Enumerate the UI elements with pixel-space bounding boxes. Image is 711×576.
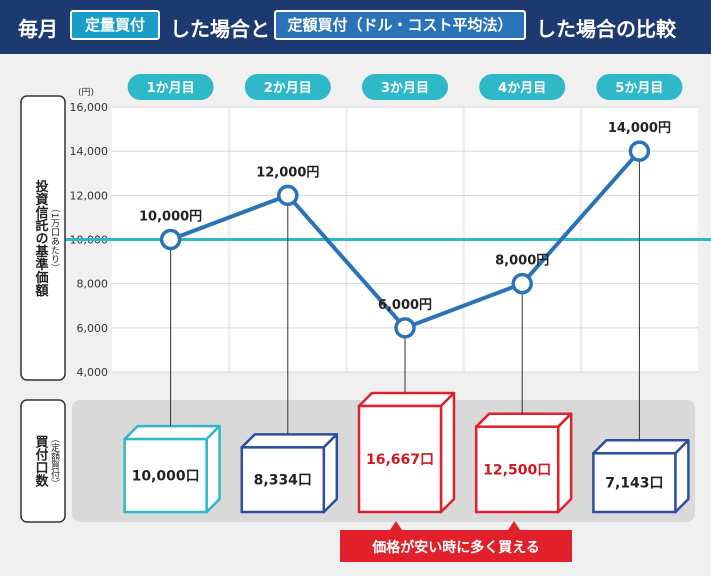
title-middle: した場合と bbox=[170, 17, 270, 41]
y-tick-label: 6,000 bbox=[77, 322, 109, 335]
category-label: 1か月目 bbox=[147, 81, 195, 96]
units-label-value: 10,000口 bbox=[132, 469, 200, 485]
box-front bbox=[592, 452, 677, 514]
title-fixed-quantity-tag: 定量買付 bbox=[70, 10, 160, 40]
category-label: 2か月目 bbox=[264, 81, 312, 96]
category-label: 4か月目 bbox=[498, 81, 546, 96]
box-front bbox=[123, 437, 208, 514]
data-point bbox=[394, 317, 416, 339]
y-tick-label: 12,000 bbox=[70, 189, 109, 202]
box-top bbox=[123, 424, 221, 441]
category-label: 3か月目 bbox=[381, 81, 429, 96]
data-label: 14,000円 bbox=[608, 121, 671, 136]
category-label: 5か月目 bbox=[615, 81, 663, 96]
y-axis-label-box bbox=[20, 95, 66, 381]
y-axis-unit: (円) bbox=[78, 87, 94, 98]
data-point bbox=[277, 184, 299, 207]
title-fixed-amount-tag: 定額買付（ドル・コスト平均法） bbox=[274, 10, 526, 40]
units-label-value: 12,500口 bbox=[483, 462, 551, 478]
data-point bbox=[159, 228, 182, 251]
data-point bbox=[628, 140, 651, 162]
units-box bbox=[592, 439, 690, 514]
units-box bbox=[474, 412, 573, 514]
y-axis-label: 投資信託の基準価額 bbox=[33, 179, 50, 298]
box-side bbox=[322, 433, 339, 514]
data-label: 8,000円 bbox=[495, 254, 549, 269]
box-top bbox=[240, 433, 339, 449]
data-label: 6,000円 bbox=[378, 298, 432, 313]
box-side bbox=[205, 424, 221, 514]
title-prefix: 毎月 bbox=[18, 17, 58, 41]
category-pill bbox=[596, 74, 683, 100]
y-tick-label: 8,000 bbox=[77, 278, 109, 291]
box-front bbox=[357, 404, 443, 514]
units-label-value: 8,334口 bbox=[254, 473, 312, 489]
category-pill bbox=[127, 74, 214, 100]
category-pill bbox=[479, 74, 566, 100]
units-box bbox=[240, 433, 339, 514]
data-label: 10,000円 bbox=[139, 210, 202, 225]
units-label-box bbox=[20, 399, 66, 523]
note-arrow bbox=[508, 521, 520, 530]
note-banner bbox=[340, 530, 572, 562]
y-tick-label: 14,000 bbox=[70, 145, 109, 158]
box-side bbox=[556, 412, 573, 514]
units-box bbox=[123, 424, 221, 514]
category-pill bbox=[244, 74, 331, 100]
box-front bbox=[240, 446, 326, 514]
box-side bbox=[439, 391, 456, 514]
y-axis-sublabel: （1万口あたり） bbox=[49, 204, 60, 273]
units-label-value: 16,667口 bbox=[366, 452, 434, 468]
category-pill bbox=[362, 74, 448, 100]
units-label-value: 7,143口 bbox=[605, 476, 663, 492]
box-top bbox=[474, 412, 573, 428]
data-point bbox=[511, 272, 533, 295]
data-label: 12,000円 bbox=[256, 165, 319, 180]
box-top bbox=[592, 439, 690, 455]
y-tick-label: 16,000 bbox=[70, 101, 109, 114]
units-box bbox=[357, 391, 456, 514]
title-banner: 毎月 定量買付 した場合と 定額買付（ドル・コスト平均法） した場合の比較 bbox=[0, 0, 711, 54]
units-label: 買付口数 bbox=[33, 435, 49, 488]
box-top bbox=[357, 391, 456, 408]
units-sublabel: （定額買付） bbox=[49, 434, 60, 488]
note-arrow bbox=[390, 521, 402, 530]
note-text: 価格が安い時に多く買える bbox=[371, 539, 540, 556]
y-tick-label: 4,000 bbox=[77, 366, 109, 379]
box-front bbox=[474, 425, 560, 514]
title-suffix: した場合の比較 bbox=[536, 17, 676, 41]
box-side bbox=[674, 439, 690, 514]
